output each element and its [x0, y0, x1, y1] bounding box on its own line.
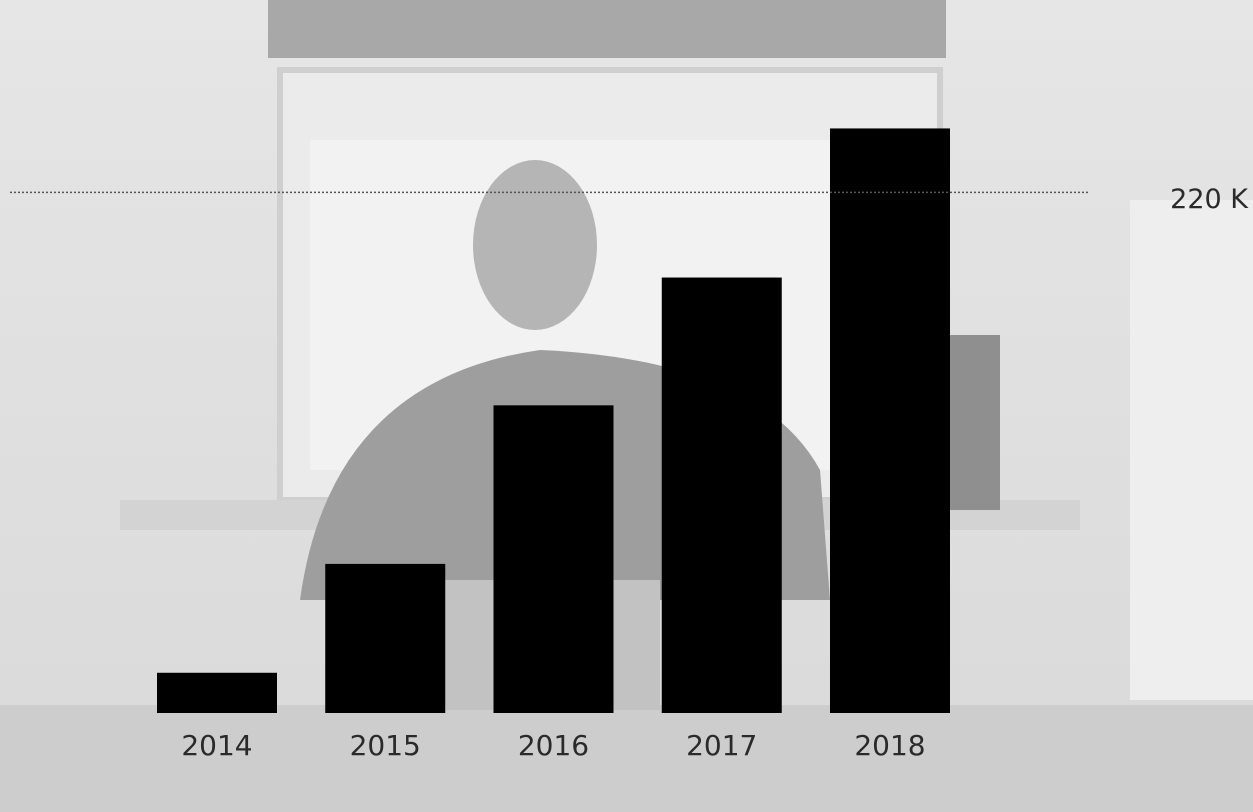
bar [493, 405, 614, 713]
x-tick-label: 2017 [686, 729, 757, 762]
y-tick-label: 220 K [1170, 184, 1249, 215]
bar [325, 563, 446, 713]
x-tick-label: 2014 [181, 729, 252, 762]
bar [661, 277, 782, 713]
x-tick-label: 2016 [518, 729, 589, 762]
x-tick-label: 2015 [350, 729, 421, 762]
bar [157, 672, 277, 713]
bar [830, 128, 950, 713]
plot-area: 2014 2015 2016 2017 2018 220 K [10, 128, 1249, 762]
x-tick-label: 2018 [854, 729, 925, 762]
